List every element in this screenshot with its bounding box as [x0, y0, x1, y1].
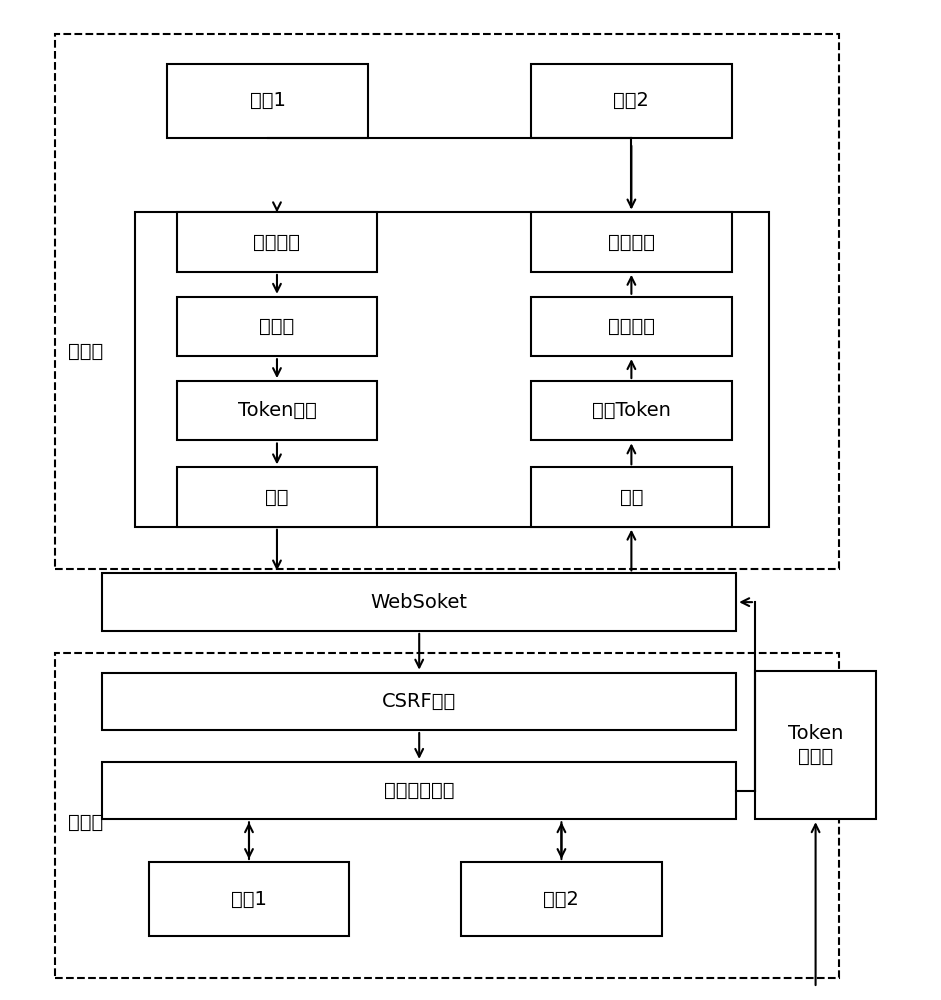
Bar [177, 381, 377, 440]
Text: 服务端: 服务端 [68, 813, 103, 832]
Bar [102, 673, 736, 730]
Bar [461, 862, 662, 936]
Text: Token
生成器: Token 生成器 [788, 724, 843, 766]
Text: 请求2: 请求2 [614, 91, 649, 110]
Bar [755, 671, 876, 819]
Bar [177, 212, 377, 272]
Bar [177, 297, 377, 356]
Text: 解序列化: 解序列化 [608, 317, 655, 336]
Bar [177, 467, 377, 527]
Bar [167, 64, 368, 138]
Text: 结果派发: 结果派发 [608, 233, 655, 252]
Bar [531, 467, 732, 527]
Text: Token打标: Token打标 [237, 401, 316, 420]
Bar [149, 862, 349, 936]
Bar [531, 64, 732, 138]
Text: 请求1: 请求1 [231, 890, 267, 909]
Bar [102, 573, 736, 631]
Text: 发送: 发送 [265, 488, 289, 507]
Text: 请求1: 请求1 [249, 91, 285, 110]
Text: CSRF校验: CSRF校验 [382, 692, 456, 711]
Bar [531, 297, 732, 356]
Bar [56, 653, 839, 978]
Bar [531, 381, 732, 440]
Text: 刷新Token: 刷新Token [592, 401, 671, 420]
Bar [531, 212, 732, 272]
Text: 请求端: 请求端 [68, 342, 103, 361]
Bar [102, 762, 736, 819]
Text: 并发请求处理: 并发请求处理 [384, 781, 455, 800]
Text: 接收: 接收 [619, 488, 643, 507]
Text: 请求合并: 请求合并 [253, 233, 300, 252]
Text: 序列化: 序列化 [260, 317, 295, 336]
Text: WebSoket: WebSoket [371, 593, 468, 612]
Bar [56, 34, 839, 569]
Text: 请求2: 请求2 [544, 890, 580, 909]
Bar [135, 212, 769, 527]
